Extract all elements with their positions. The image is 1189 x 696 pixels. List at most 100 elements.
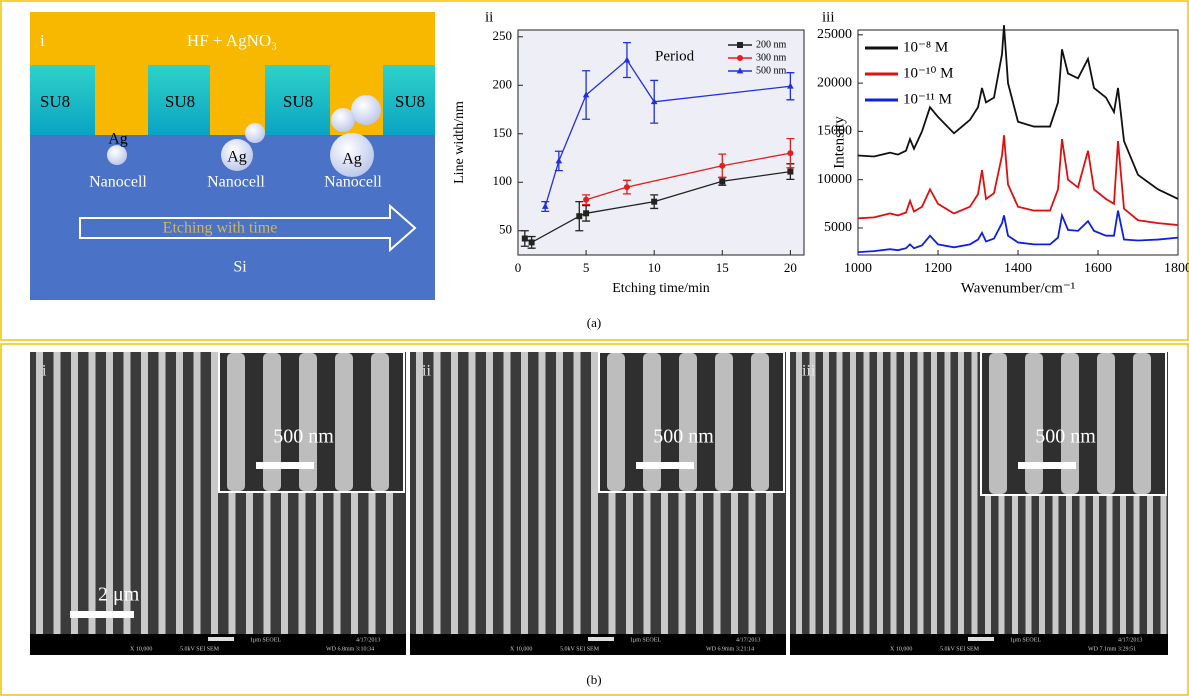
opening <box>95 65 148 135</box>
series-line <box>857 135 1179 226</box>
nanowire <box>890 352 897 634</box>
point <box>528 239 535 246</box>
point <box>651 198 658 205</box>
x-tick-label: 1800 <box>1164 261 1189 276</box>
inset-wire <box>1097 353 1115 494</box>
sem-footer <box>30 634 406 655</box>
series-line <box>585 152 791 201</box>
nanocell-label: Nanocell <box>89 174 147 191</box>
x-axis-label: Etching time/min <box>612 281 710 296</box>
footer-bar <box>588 637 614 641</box>
nanowire <box>503 352 511 634</box>
x-axis-label: Wavenumber/cm⁻¹ <box>961 280 1076 296</box>
legend-label: 300 nm <box>756 52 787 63</box>
nanowire <box>71 352 78 634</box>
footer-text: 1μm SEOEL <box>250 637 281 643</box>
su8-label: SU8 <box>165 92 195 111</box>
su8-block <box>383 65 435 135</box>
y-tick-label: 50 <box>499 222 512 237</box>
inset-wire <box>1061 353 1079 494</box>
point <box>541 202 549 209</box>
point <box>521 235 528 242</box>
etchant <box>30 12 435 65</box>
nanowire <box>88 352 96 634</box>
sem-footer <box>410 634 786 655</box>
nanowire <box>176 352 183 634</box>
inset-wire <box>371 353 389 491</box>
nanowire <box>796 352 802 634</box>
inset-wire <box>715 353 733 491</box>
nanowire <box>971 352 978 634</box>
nanowire <box>451 352 458 634</box>
footer-text: 4/17/2013 <box>356 637 380 643</box>
su8-block <box>30 65 95 135</box>
inset-wire <box>989 353 1007 494</box>
nanowire <box>823 352 829 634</box>
point <box>583 210 590 217</box>
nanowire <box>468 352 476 634</box>
nanowire <box>211 352 218 634</box>
point <box>787 82 794 89</box>
series-line <box>544 59 791 207</box>
caption: (b) <box>586 672 601 687</box>
panel-a-frame <box>0 0 1189 341</box>
sem-image: 500 nm ii X 10,000 5.0kV SEI SEM 1μm SEOEL 4/… <box>410 351 786 655</box>
x-tick-label: 1600 <box>1084 261 1112 276</box>
y-axis-label: Line width/nm <box>452 101 467 184</box>
panel-label: i <box>40 31 45 50</box>
x-tick-label: 15 <box>716 260 729 275</box>
inset-wire <box>335 353 353 491</box>
nanowire <box>193 352 201 634</box>
y-tick-label: 25000 <box>817 27 852 42</box>
ag-particle <box>331 108 355 132</box>
footer-text: 1μm SEOEL <box>1010 637 1041 643</box>
sem-image: 500 nm iii X 10,000 5.0kV SEI SEM 1μm SEOEL 4… <box>790 351 1168 655</box>
su8-label: SU8 <box>283 92 313 111</box>
arrow-label: Etching with time <box>163 220 278 237</box>
inset-scale-bar <box>1018 462 1076 469</box>
plot-area <box>517 29 805 256</box>
nanowire <box>123 352 131 634</box>
series-line <box>857 25 1179 200</box>
nanowire <box>904 352 910 634</box>
y-tick-label: 150 <box>493 125 513 140</box>
inset-scale-label: 500 nm <box>1035 426 1096 448</box>
point <box>623 56 631 63</box>
footer-text: 1μm SEOEL <box>630 637 661 643</box>
plot-area <box>857 29 1179 256</box>
legend-title: Period <box>655 48 695 64</box>
inset-wire <box>643 353 661 491</box>
inset-wire <box>1133 353 1151 494</box>
point <box>576 213 583 220</box>
nanowire <box>521 352 528 634</box>
nanowire <box>158 352 166 634</box>
legend-label: 10⁻¹¹ M <box>903 91 952 107</box>
panel-label: iii <box>822 9 835 25</box>
inset-scale-bar <box>636 462 694 469</box>
legend-marker <box>736 67 744 74</box>
sem-footer <box>790 634 1168 655</box>
footer-text: 5.0kV SEI SEM <box>560 646 600 652</box>
footer-text: 4/17/2013 <box>736 637 760 643</box>
y-tick-label: 15000 <box>817 124 852 139</box>
nanowire <box>944 352 951 634</box>
y-tick-label: 5000 <box>824 220 852 235</box>
nanowire <box>53 352 61 634</box>
point <box>719 162 726 169</box>
ag-particle <box>107 145 127 165</box>
point <box>583 196 590 203</box>
nanowire <box>931 352 937 634</box>
y-tick-label: 100 <box>493 173 513 188</box>
ag-particle <box>221 139 253 171</box>
point <box>555 157 563 164</box>
nanowire <box>486 352 493 634</box>
footer-bar <box>208 637 234 641</box>
footer-text: 4/17/2013 <box>1118 637 1142 643</box>
scale-label: 2 μm <box>98 584 140 606</box>
sem-image: 500 nm i 2 μm X 10,000 5.0kV SEI SEM 1μm SEOE… <box>30 351 406 655</box>
inset-scale-label: 500 nm <box>273 426 334 448</box>
point <box>787 168 794 175</box>
x-tick-label: 10 <box>648 260 661 275</box>
nanocell-label: Nanocell <box>324 174 382 191</box>
point <box>787 150 794 157</box>
